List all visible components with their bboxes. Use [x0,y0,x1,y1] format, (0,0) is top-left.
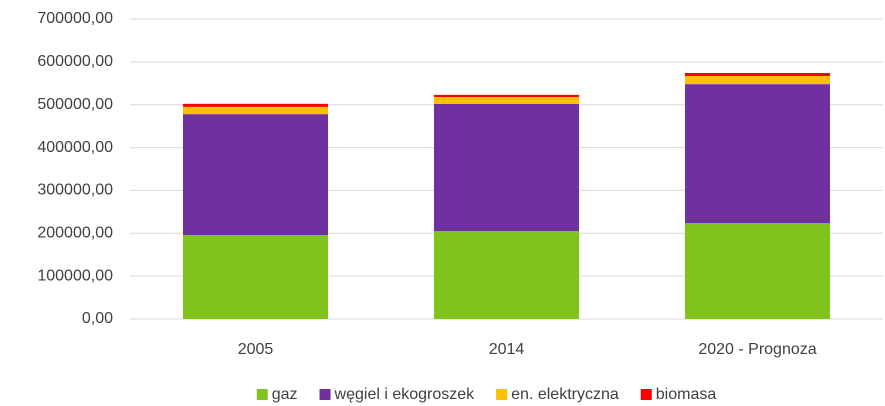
bar-segment [434,94,579,97]
legend-swatch [640,389,652,400]
legend-swatch [256,389,268,400]
x-tick-label: 2005 [238,341,274,358]
bar-segment [685,84,830,224]
legend-label: biomasa [656,386,717,403]
bar-segment [183,103,328,107]
y-tick-label: 500000,00 [37,96,113,113]
y-tick-label: 300000,00 [37,182,113,199]
bar-segment [434,103,579,232]
bar-segment [183,235,328,319]
legend-label: gaz [272,386,298,403]
bar-segment [183,114,328,235]
bar-segment [434,231,579,319]
y-tick-label: 600000,00 [37,53,113,70]
bar-segment [685,76,830,85]
bar-segment [685,73,830,76]
bar-segment [183,106,328,115]
y-tick-label: 100000,00 [37,267,113,284]
x-tick-label: 2014 [489,341,525,358]
y-tick-label: 400000,00 [37,139,113,156]
y-tick-label: 0,00 [82,310,113,327]
legend-swatch [319,389,331,400]
legend-label: węgiel i ekogroszek [334,386,476,403]
legend-label: en. elektryczna [511,386,619,403]
bar-segment [685,223,830,319]
x-tick-label: 2020 - Prognoza [698,341,816,358]
bar-segment [434,97,579,104]
y-tick-label: 200000,00 [37,225,113,242]
legend-swatch [496,389,508,400]
y-tick-label: 700000,00 [37,10,113,27]
